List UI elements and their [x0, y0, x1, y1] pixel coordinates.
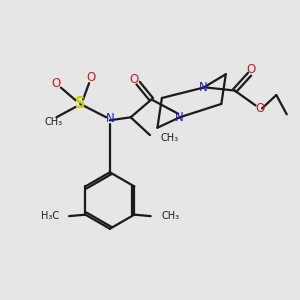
Text: S: S	[75, 96, 86, 111]
Text: O: O	[52, 76, 61, 90]
Text: O: O	[129, 73, 138, 86]
Text: CH₃: CH₃	[44, 117, 62, 127]
Text: N: N	[106, 112, 114, 125]
Text: CH₃: CH₃	[160, 133, 178, 143]
Text: N: N	[199, 81, 208, 94]
Text: CH₃: CH₃	[161, 211, 179, 221]
Text: H₃C: H₃C	[40, 211, 59, 221]
Text: N: N	[175, 111, 184, 124]
Text: O: O	[255, 103, 265, 116]
Text: O: O	[246, 63, 256, 76]
Text: O: O	[86, 71, 95, 84]
